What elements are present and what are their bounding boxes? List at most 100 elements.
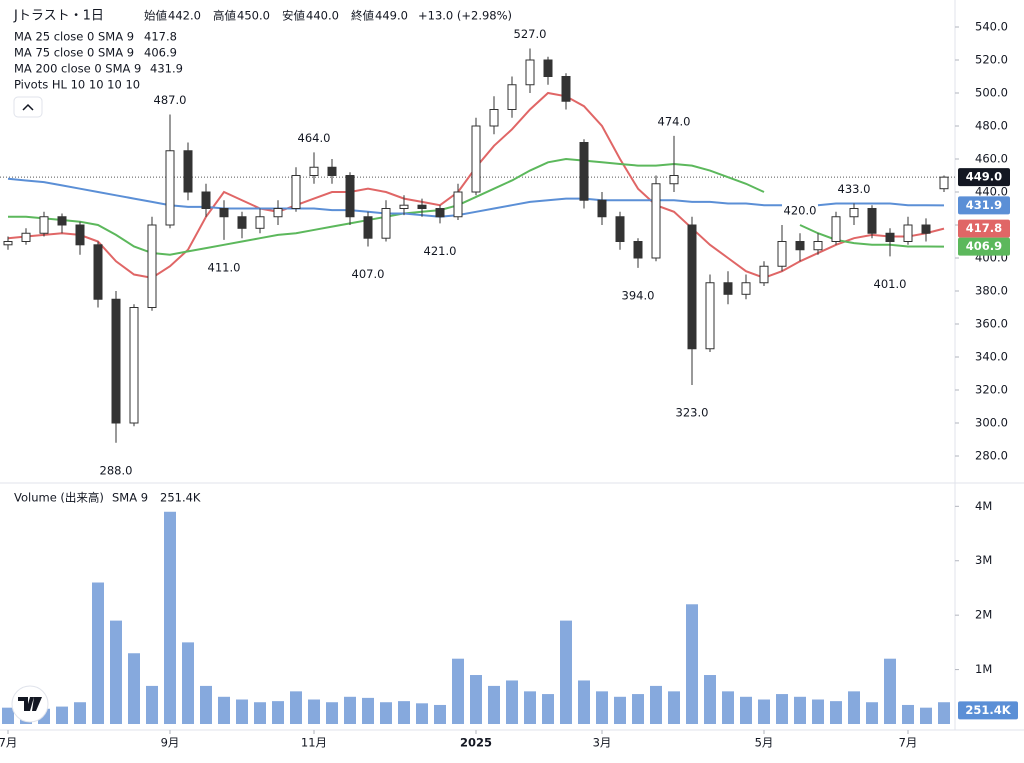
volume-bar (704, 675, 716, 724)
volume-bar (362, 697, 374, 724)
volume-bar (830, 701, 842, 724)
volume-bar (488, 685, 500, 724)
volume-bar (812, 699, 824, 724)
last-price-tag: 449.0 (966, 170, 1002, 184)
ma-legend-name: MA 25 close 0 SMA 9 (14, 30, 134, 44)
candle-body (345, 175, 355, 218)
candle-body (39, 216, 49, 234)
candle-body (885, 232, 895, 242)
volume-bar (578, 680, 590, 724)
y-tick-label: 480.0 (975, 119, 1008, 133)
volume-bar (866, 702, 878, 724)
ma-legend-value: 417.8 (144, 30, 177, 44)
y-tick-label: 280.0 (975, 449, 1008, 463)
volume-bar (92, 582, 104, 724)
ma-legend-name: MA 200 close 0 SMA 9 (14, 62, 141, 76)
candle-body (309, 166, 319, 176)
collapse-button[interactable] (13, 96, 43, 118)
ma-legend-value: 406.9 (144, 46, 177, 60)
candle-body (255, 216, 265, 229)
volume-bar (254, 702, 266, 724)
pivot-label: 487.0 (154, 93, 187, 107)
volume-bar (938, 702, 950, 724)
volume-tick-label: 2M (975, 608, 992, 622)
header-value: 449.0 (375, 9, 408, 23)
pivot-label: 401.0 (874, 277, 907, 291)
volume-bar (308, 699, 320, 724)
volume-bar (326, 702, 338, 724)
candle-body (129, 307, 139, 424)
candle-body (651, 183, 661, 259)
pivot-label: 421.0 (424, 244, 457, 258)
pivot-label: 474.0 (658, 114, 691, 128)
volume-bar (740, 696, 752, 724)
candle-body (669, 175, 679, 185)
y-tick-label: 540.0 (975, 20, 1008, 34)
candle-body (327, 166, 337, 176)
candle-body (903, 224, 913, 242)
volume-bar (524, 691, 536, 724)
volume-bar (110, 620, 122, 724)
candle-body (723, 282, 733, 295)
collapse-icon (22, 103, 34, 111)
volume-bar (182, 642, 194, 724)
volume-bar (794, 696, 806, 724)
volume-bar (632, 694, 644, 724)
ma-legend-name: MA 75 close 0 SMA 9 (14, 46, 134, 60)
volume-bar (272, 701, 284, 724)
header-label: 安値 (282, 9, 305, 23)
volume-bar (902, 704, 914, 724)
volume-tick-label: 3M (975, 553, 992, 567)
ma-line (799, 224, 945, 248)
candle-body (417, 204, 427, 209)
volume-sma-value: 251.4K (160, 491, 201, 505)
candle-body (381, 208, 391, 239)
volume-bar (164, 511, 176, 724)
y-tick-label: 320.0 (975, 383, 1008, 397)
candle-body (795, 241, 805, 251)
pivot-label: 411.0 (208, 260, 241, 274)
volume-bar (344, 696, 356, 724)
candle-body (111, 298, 121, 424)
candle-body (75, 224, 85, 246)
ma-tag-bg (958, 196, 1010, 215)
pivot-label: 464.0 (298, 131, 331, 145)
candle-body (777, 241, 787, 267)
x-tick-label: 3月 (593, 736, 612, 750)
volume-bar (380, 702, 392, 724)
candle-body (543, 59, 553, 77)
x-tick-label: 5月 (755, 736, 774, 750)
candle-body (147, 224, 157, 308)
ma-legend-value: 431.9 (150, 62, 183, 76)
pivot-label: 288.0 (100, 463, 133, 477)
candle-body (615, 216, 625, 242)
candle-body (831, 216, 841, 242)
volume-bar (128, 653, 140, 724)
candle-body (471, 125, 481, 193)
volume-tick-label: 1M (975, 662, 992, 676)
title: Jトラスト・1日 (13, 9, 104, 24)
last-price-tag-bg (958, 168, 1010, 187)
header-label: 高値 (213, 9, 236, 23)
volume-legend: Volume (出来高) (14, 491, 104, 505)
candle-body (507, 84, 517, 110)
pivot-label: 394.0 (622, 288, 655, 302)
x-tick-label: 9月 (161, 736, 180, 750)
volume-bar (290, 691, 302, 724)
candle-body (165, 150, 175, 226)
volume-bar (686, 604, 698, 724)
pivot-label: 407.0 (352, 267, 385, 281)
x-tick-label: 7月 (899, 736, 918, 750)
ma-line (817, 202, 945, 207)
volume-tag-bg (958, 701, 1018, 720)
volume-bar (614, 696, 626, 724)
volume-bar (920, 707, 932, 724)
y-tick-label: 360.0 (975, 317, 1008, 331)
volume-bar (596, 691, 608, 724)
volume-bar (722, 691, 734, 724)
ma-tag: 406.9 (966, 239, 1002, 253)
candle-body (183, 150, 193, 193)
y-tick-label: 500.0 (975, 86, 1008, 100)
x-tick-label: 11月 (301, 736, 327, 750)
